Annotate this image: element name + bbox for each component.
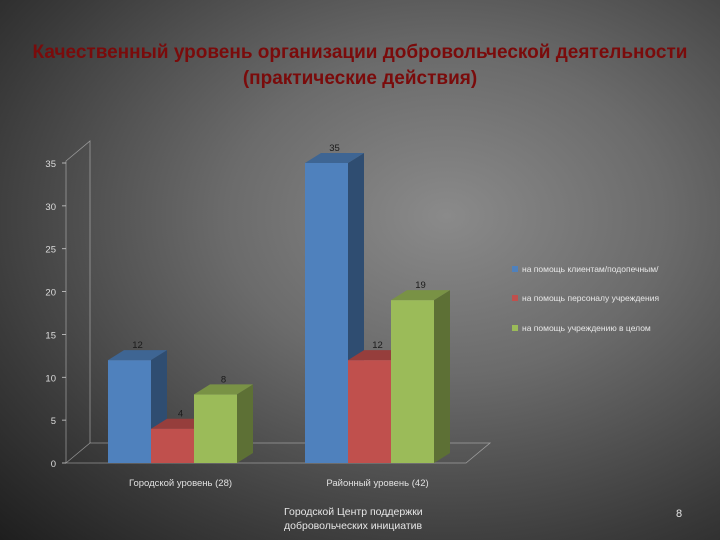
bar-front-face	[194, 394, 237, 463]
legend-label: на помощь клиентам/подопечным/	[522, 264, 659, 274]
data-label: 19	[415, 280, 426, 291]
data-label: 4	[178, 409, 183, 420]
data-label: 8	[221, 374, 226, 385]
bar-side-face	[434, 290, 450, 463]
legend-label: на помощь учреждению в целом	[522, 323, 651, 333]
x-category-label: Районный уровень (42)	[326, 478, 428, 489]
page-number: 8	[676, 508, 683, 520]
bar-front-face	[108, 360, 151, 463]
y-tick-label: 35	[45, 159, 56, 170]
y-tick-label: 25	[45, 245, 56, 256]
y-tick-label: 0	[51, 459, 56, 470]
bar-2-1	[305, 153, 364, 463]
bar-front-face	[391, 300, 434, 463]
chart-side-wall	[65, 140, 91, 463]
data-label: 35	[329, 143, 340, 154]
bar-top-face	[194, 384, 253, 395]
bar-top-face	[108, 350, 167, 361]
y-tick-label: 20	[45, 288, 56, 299]
legend-swatch	[512, 325, 518, 331]
bar-front-face	[305, 163, 348, 463]
y-tick-label: 5	[51, 416, 56, 427]
x-category-label: Городской уровень (28)	[129, 478, 232, 489]
data-label: 12	[132, 340, 143, 351]
bar-top-face	[305, 153, 364, 163]
y-tick-label: 10	[45, 373, 56, 384]
bar-top-face	[391, 290, 450, 301]
legend-label: на помощь персоналу учреждения	[522, 293, 659, 303]
data-label: 12	[372, 340, 383, 351]
bar-front-face	[348, 360, 391, 463]
legend-swatch	[512, 295, 518, 301]
bar-1-3	[194, 384, 253, 463]
y-tick-label: 15	[45, 330, 56, 341]
bar-front-face	[151, 428, 194, 463]
y-tick-label: 30	[45, 202, 56, 213]
bar-2-3	[391, 290, 450, 463]
legend-swatch	[512, 266, 518, 272]
bar-side-face	[237, 384, 253, 463]
slide-title: Качественный уровень организации доброво…	[32, 42, 688, 89]
footer-text: Городской Центр поддержки добровольчески…	[284, 506, 423, 532]
